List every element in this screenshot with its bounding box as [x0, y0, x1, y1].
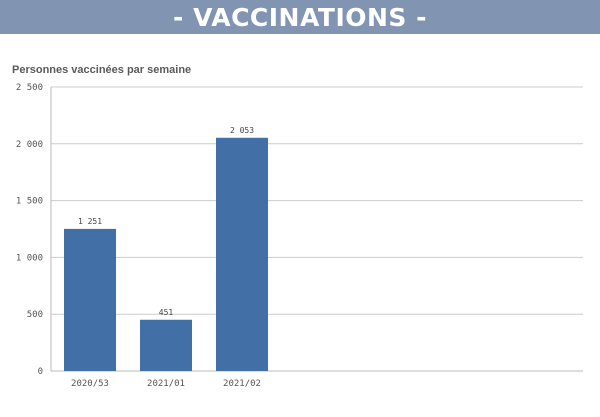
bar: [140, 319, 192, 371]
y-tick-label: 0: [38, 367, 43, 377]
y-tick-label: 1 000: [16, 253, 43, 263]
x-tick-label: 2020/53: [71, 379, 109, 389]
y-tick-label: 1 500: [16, 197, 43, 207]
bar-value-label: 2 053: [230, 126, 254, 135]
page-banner: - VACCINATIONS -: [0, 0, 600, 34]
y-tick-label: 2 500: [16, 83, 43, 93]
x-tick-label: 2021/01: [147, 379, 185, 389]
page-title: - VACCINATIONS -: [172, 2, 428, 32]
y-tick-label: 500: [27, 310, 43, 320]
y-tick-label: 2 000: [16, 140, 43, 150]
x-tick-label: 2021/02: [223, 379, 261, 389]
bar-value-label: 451: [159, 308, 174, 317]
bar-value-label: 1 251: [78, 217, 102, 226]
bar: [216, 137, 268, 371]
chart-title: Personnes vaccinées par semaine: [12, 64, 192, 76]
bar: [64, 228, 116, 371]
